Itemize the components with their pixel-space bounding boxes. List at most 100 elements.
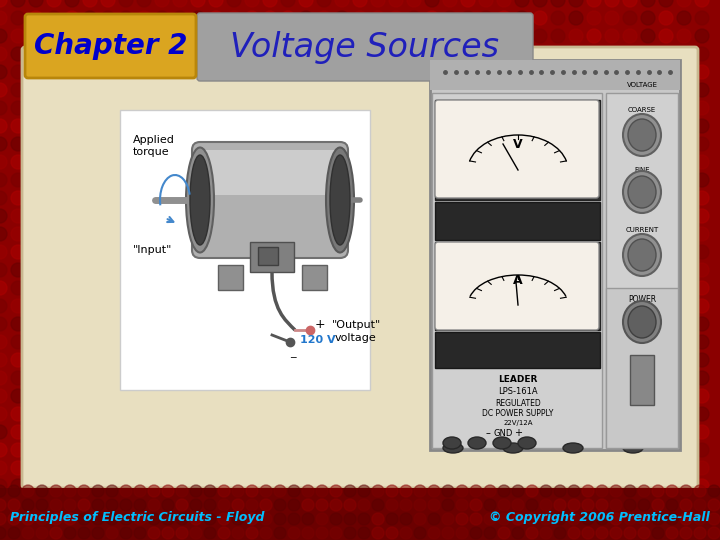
Circle shape [596, 485, 608, 497]
Bar [430, 60, 680, 450]
Circle shape [120, 485, 132, 497]
Circle shape [190, 513, 202, 525]
Circle shape [64, 485, 76, 497]
Circle shape [260, 499, 272, 511]
Circle shape [372, 499, 384, 511]
Circle shape [11, 227, 25, 241]
Circle shape [22, 513, 34, 525]
Circle shape [330, 513, 342, 525]
Text: _: _ [290, 348, 296, 358]
Text: Principles of Electric Circuits - Floyd: Principles of Electric Circuits - Floyd [10, 511, 264, 524]
Circle shape [533, 515, 547, 529]
Circle shape [11, 281, 25, 295]
Circle shape [335, 515, 349, 529]
Circle shape [638, 513, 650, 525]
Circle shape [119, 0, 133, 7]
Circle shape [659, 11, 673, 25]
Circle shape [191, 47, 205, 61]
Circle shape [29, 47, 43, 61]
Circle shape [695, 281, 709, 295]
Circle shape [302, 527, 314, 539]
Text: 22V/12A: 22V/12A [503, 420, 533, 426]
Circle shape [407, 0, 421, 7]
Circle shape [400, 485, 412, 497]
Circle shape [695, 29, 709, 43]
Circle shape [680, 485, 692, 497]
Ellipse shape [623, 443, 643, 453]
Circle shape [65, 11, 79, 25]
Ellipse shape [628, 306, 656, 338]
Circle shape [652, 485, 664, 497]
Circle shape [83, 0, 97, 7]
Circle shape [596, 527, 608, 539]
Circle shape [22, 499, 34, 511]
Circle shape [137, 0, 151, 7]
Circle shape [582, 513, 594, 525]
Circle shape [353, 0, 367, 7]
Circle shape [232, 499, 244, 511]
Circle shape [695, 65, 709, 79]
Circle shape [288, 513, 300, 525]
Circle shape [137, 497, 151, 511]
Circle shape [0, 335, 7, 349]
Circle shape [245, 515, 259, 529]
Circle shape [484, 513, 496, 525]
Bar [606, 288, 678, 448]
Text: REGULATED: REGULATED [495, 399, 541, 408]
Circle shape [101, 29, 115, 43]
Circle shape [281, 11, 295, 25]
Circle shape [335, 47, 349, 61]
Circle shape [533, 497, 547, 511]
Circle shape [8, 513, 20, 525]
Circle shape [106, 485, 118, 497]
Circle shape [0, 513, 6, 525]
Circle shape [498, 513, 510, 525]
Circle shape [245, 29, 259, 43]
Circle shape [623, 497, 637, 511]
Text: VOLTAGE: VOLTAGE [626, 82, 657, 88]
Text: Voltage Sources: Voltage Sources [230, 30, 500, 64]
Circle shape [227, 497, 241, 511]
Circle shape [29, 497, 43, 511]
Circle shape [330, 485, 342, 497]
Circle shape [274, 485, 286, 497]
Circle shape [389, 0, 403, 7]
Circle shape [209, 11, 223, 25]
Circle shape [515, 515, 529, 529]
Circle shape [569, 29, 583, 43]
Circle shape [695, 263, 709, 277]
Circle shape [101, 47, 115, 61]
Circle shape [680, 499, 692, 511]
Circle shape [218, 527, 230, 539]
Circle shape [330, 527, 342, 539]
Circle shape [371, 11, 385, 25]
Circle shape [587, 47, 601, 61]
Circle shape [551, 515, 565, 529]
Circle shape [47, 11, 61, 25]
Circle shape [11, 461, 25, 475]
Circle shape [176, 527, 188, 539]
Circle shape [695, 119, 709, 133]
Circle shape [498, 499, 510, 511]
Text: Applied: Applied [133, 135, 175, 145]
Circle shape [425, 497, 439, 511]
Circle shape [274, 527, 286, 539]
Circle shape [497, 11, 511, 25]
Circle shape [281, 497, 295, 511]
Circle shape [209, 515, 223, 529]
Ellipse shape [190, 155, 210, 245]
Circle shape [512, 485, 524, 497]
Circle shape [659, 497, 673, 511]
Circle shape [288, 499, 300, 511]
Circle shape [0, 443, 7, 457]
Circle shape [479, 515, 493, 529]
Circle shape [0, 497, 7, 511]
Circle shape [317, 29, 331, 43]
Circle shape [0, 173, 7, 187]
Circle shape [568, 499, 580, 511]
Circle shape [400, 499, 412, 511]
Circle shape [227, 515, 241, 529]
Circle shape [443, 11, 457, 25]
Circle shape [533, 47, 547, 61]
Circle shape [162, 485, 174, 497]
